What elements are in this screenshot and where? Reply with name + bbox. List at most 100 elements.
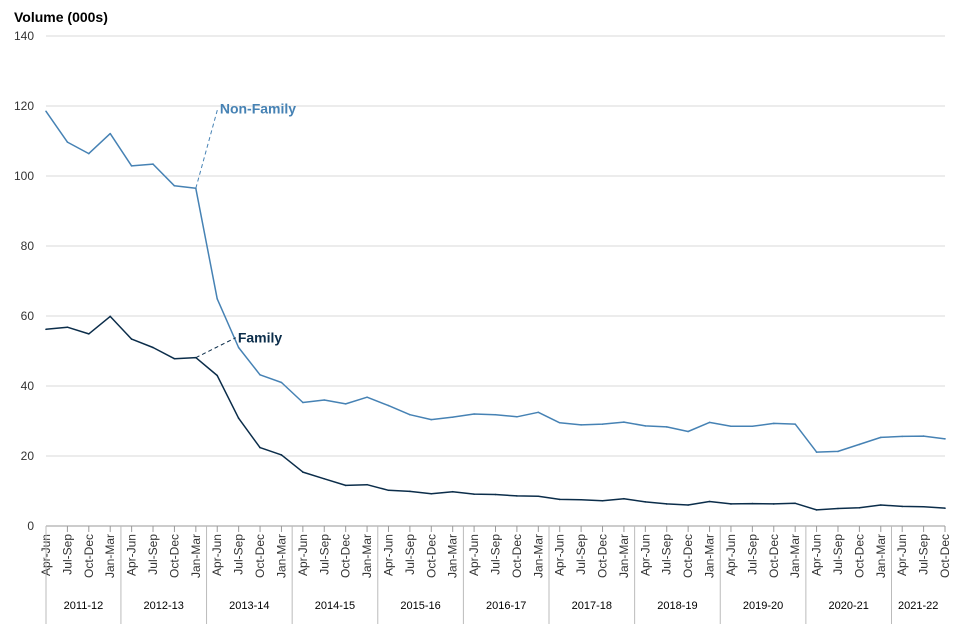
x-tick-label: Jul-Sep xyxy=(917,534,931,575)
data-point xyxy=(344,403,347,405)
data-point xyxy=(794,502,796,505)
y-tick-label: 140 xyxy=(14,29,34,43)
year-label: 2015-16 xyxy=(400,600,440,612)
x-tick-label: Oct-Dec xyxy=(424,534,438,578)
data-point xyxy=(708,421,711,424)
data-point xyxy=(366,396,368,399)
data-point xyxy=(815,509,818,511)
y-tick-label: 60 xyxy=(21,309,35,323)
year-label: 2011-12 xyxy=(64,600,104,612)
data-point xyxy=(879,504,882,506)
data-point xyxy=(558,498,561,501)
data-point xyxy=(109,315,112,318)
data-point xyxy=(45,328,47,331)
x-tick-label: Jan-Mar xyxy=(360,534,374,578)
y-tick-label: 40 xyxy=(21,379,35,393)
data-point xyxy=(173,357,176,360)
x-tick-label: Oct-Dec xyxy=(510,534,524,578)
data-point xyxy=(323,477,326,480)
data-point xyxy=(708,500,711,503)
data-point xyxy=(944,507,946,509)
year-label: 2018-19 xyxy=(657,600,697,612)
data-point xyxy=(751,425,754,428)
data-point xyxy=(944,438,946,440)
x-tick-label: Oct-Dec xyxy=(681,534,695,578)
data-point xyxy=(558,421,561,424)
x-tick-label: Jul-Sep xyxy=(489,534,503,575)
data-point xyxy=(858,443,861,446)
data-point xyxy=(323,399,326,401)
series-line-family xyxy=(45,315,946,511)
data-point xyxy=(216,374,219,377)
data-point xyxy=(879,436,882,439)
year-label: 2019-20 xyxy=(743,600,783,612)
data-point xyxy=(601,500,604,502)
x-tick-label: Oct-Dec xyxy=(167,534,181,578)
x-tick-label: Apr-Jun xyxy=(382,534,396,576)
x-tick-label: Jan-Mar xyxy=(617,534,631,578)
year-label: 2012-13 xyxy=(144,600,184,612)
data-point xyxy=(623,421,625,423)
data-point xyxy=(794,423,796,425)
x-tick-label: Oct-Dec xyxy=(767,534,781,578)
x-tick-label: Oct-Dec xyxy=(852,534,866,578)
x-tick-label: Jan-Mar xyxy=(531,534,545,578)
data-point xyxy=(302,401,304,404)
data-point xyxy=(237,346,240,349)
data-point xyxy=(302,471,304,473)
x-tick-label: Jul-Sep xyxy=(232,534,246,575)
data-point xyxy=(644,501,647,503)
data-point xyxy=(922,505,925,508)
data-point xyxy=(66,326,69,329)
x-tick-label: Jan-Mar xyxy=(103,534,117,578)
data-point xyxy=(109,132,112,135)
x-tick-label: Jan-Mar xyxy=(703,534,717,578)
y-tick-label: 20 xyxy=(21,449,35,463)
data-point xyxy=(516,416,518,418)
y-tick-label: 0 xyxy=(27,519,34,533)
y-axis-title: Volume (000s) xyxy=(14,9,108,25)
data-point xyxy=(665,503,668,505)
y-tick-label: 120 xyxy=(14,99,34,113)
data-point xyxy=(730,425,732,428)
data-point xyxy=(901,505,903,508)
x-tick-label: Oct-Dec xyxy=(938,534,952,578)
data-point xyxy=(409,413,411,416)
data-point xyxy=(280,381,283,384)
x-tick-label: Oct-Dec xyxy=(596,534,610,578)
data-point xyxy=(66,141,69,143)
x-tick-label: Jan-Mar xyxy=(275,534,289,578)
data-point xyxy=(237,417,240,420)
series-label: Non-Family xyxy=(220,100,296,116)
annotation-leader xyxy=(195,337,237,359)
data-point xyxy=(259,374,261,376)
x-tick-label: Apr-Jun xyxy=(724,534,738,576)
y-tick-label: 100 xyxy=(14,169,34,183)
x-tick-label: Oct-Dec xyxy=(82,534,96,578)
data-point xyxy=(494,413,497,416)
data-point xyxy=(451,490,454,493)
x-tick-label: Apr-Jun xyxy=(810,534,824,576)
gridlines xyxy=(46,35,945,527)
data-point xyxy=(387,489,390,492)
data-point xyxy=(837,507,839,510)
data-point xyxy=(344,484,347,487)
x-tick-label: Jan-Mar xyxy=(189,534,203,578)
x-tick-label: Jul-Sep xyxy=(403,534,417,575)
series-line-non-family xyxy=(45,110,946,453)
data-point xyxy=(623,497,625,500)
x-tick-label: Apr-Jun xyxy=(638,534,652,576)
x-tick-label: Apr-Jun xyxy=(895,534,909,576)
year-label: 2021-22 xyxy=(898,600,938,612)
data-point xyxy=(516,495,518,497)
data-point xyxy=(644,425,647,427)
data-point xyxy=(152,163,154,165)
series-lines xyxy=(45,110,946,511)
x-tick-label: Apr-Jun xyxy=(296,534,310,576)
data-point xyxy=(45,110,47,113)
y-tick-label: 80 xyxy=(21,239,35,253)
x-tick-label: Apr-Jun xyxy=(553,534,567,576)
data-point xyxy=(901,435,903,438)
year-label: 2020-21 xyxy=(828,600,868,612)
